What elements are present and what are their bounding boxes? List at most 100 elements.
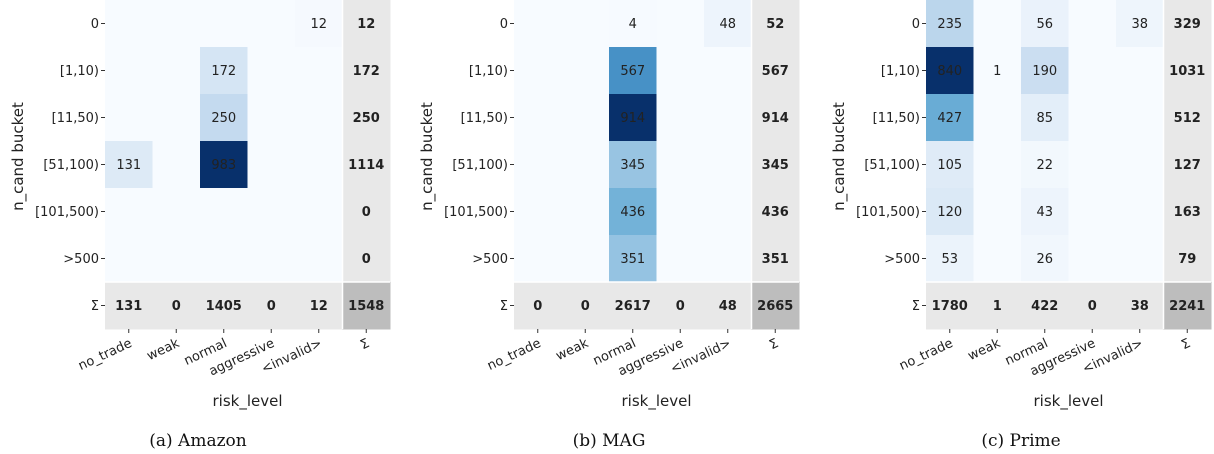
heatmap-cell [1021,94,1069,142]
heatmap-cell [200,188,248,236]
y-tick-label: [1,10) [60,64,99,79]
cell-value-label: 131 [115,299,142,314]
heatmap-cell [105,235,153,283]
heatmap-cell [751,0,800,48]
heatmap-cell [1116,282,1164,330]
cell-value-label: 190 [1032,64,1057,79]
heatmap-cell [561,188,610,236]
heatmap-cell [609,282,657,330]
x-axis-label: risk_level [212,392,282,411]
heatmap-cell [1116,47,1164,95]
heatmap-cell [514,188,562,236]
cell-value-label: 38 [1131,299,1149,314]
cell-value-label: 56 [1036,17,1053,32]
heatmap-cell [656,94,705,142]
cell-value-label: 0 [581,299,590,314]
cell-value-label: 436 [762,205,789,220]
heatmap-cell [609,141,657,189]
cell-value-label: 2241 [1169,299,1205,314]
cell-value-label: 250 [211,111,236,126]
heatmap-cell [704,0,752,48]
cell-value-label: 22 [1036,158,1053,173]
cell-value-label: 2665 [757,299,793,314]
heatmap-cell [514,94,562,142]
heatmap-cell [342,282,391,330]
heatmap-cell [247,282,296,330]
cell-value-label: 914 [762,111,789,126]
heatmap-cell [514,282,562,330]
cell-value-label: 436 [620,205,645,220]
heatmap-cell [200,0,248,48]
cell-value-label: 0 [172,299,181,314]
cell-value-label: 48 [719,299,737,314]
cell-value-label: 43 [1036,205,1053,220]
heatmap-cell [200,94,248,142]
cell-value-label: 48 [719,17,736,32]
cell-value-label: 1405 [206,299,242,314]
cell-value-label: 38 [1131,17,1148,32]
y-tick-label: [1,10) [881,64,920,79]
heatmap-cell [295,282,343,330]
y-axis-label: n_cand bucket [9,102,28,211]
heatmap-cell [656,141,705,189]
cell-value-label: 0 [267,299,276,314]
heatmap-cell [247,94,296,142]
heatmap-cell [926,282,974,330]
cell-value-label: 1031 [1169,64,1205,79]
y-tick-label: Σ [91,299,99,314]
y-tick-label: >500 [63,252,99,267]
y-axis-label: n_cand bucket [830,102,849,211]
cell-value-label: 0 [1088,299,1097,314]
cell-value-label: 131 [116,158,141,173]
heatmap-cell [342,141,391,189]
cell-value-label: 914 [620,111,645,126]
heatmap-cell [247,141,296,189]
heatmap-cell [609,94,657,142]
cell-value-label: 1780 [932,299,968,314]
heatmap-cell [704,94,752,142]
x-tick-label: Σ [1179,336,1193,353]
heatmap-cell [1068,141,1117,189]
heatmap-cell [295,141,343,189]
cell-value-label: 422 [1031,299,1058,314]
heatmap-cell [152,188,201,236]
heatmap-cell [1068,94,1117,142]
heatmap-cell [342,47,391,95]
heatmap-cell [342,94,391,142]
heatmap-cell [1116,94,1164,142]
heatmap-cell [973,282,1022,330]
heatmap-cell [973,141,1022,189]
heatmap-cell [704,235,752,283]
x-axis-label: risk_level [621,392,691,411]
heatmap-cell [609,47,657,95]
heatmap-cell [973,188,1022,236]
cell-value-label: 105 [937,158,962,173]
x-axis-label: risk_level [1033,392,1103,411]
heatmap-cell [656,47,705,95]
panel-caption: (c) Prime [981,431,1060,451]
cell-value-label: 345 [762,158,789,173]
y-axis-label: n_cand bucket [418,102,437,211]
cell-value-label: 120 [937,205,962,220]
heatmap-cell [1068,47,1117,95]
heatmap-cell [973,0,1022,48]
y-tick-label: [11,50) [461,111,508,126]
heatmap-cell [973,47,1022,95]
y-tick-label: >500 [472,252,508,267]
cell-value-label: 4 [629,17,637,32]
heatmap-cell [1163,94,1212,142]
heatmap-cell [1068,188,1117,236]
y-tick-label: 0 [912,17,920,32]
heatmap-cell [152,94,201,142]
heatmap-cell [926,0,974,48]
y-tick-label: [101,500) [856,205,920,220]
cell-value-label: 0 [362,252,371,267]
heatmap-cell [1116,141,1164,189]
cell-value-label: 329 [1174,17,1201,32]
heatmap-cell [751,282,800,330]
heatmap-cell [247,235,296,283]
x-tick-label: weak [145,336,183,364]
y-tick-label: Σ [912,299,920,314]
heatmap-cell [295,188,343,236]
